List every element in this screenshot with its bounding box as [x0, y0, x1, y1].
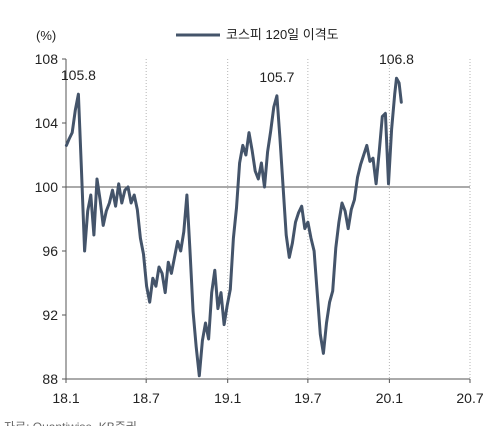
x-tick-label: 19.1: [214, 390, 241, 406]
x-tick-label: 18.1: [52, 390, 79, 406]
grid-layer: [145, 59, 471, 379]
y-tick-label: 100: [35, 179, 59, 195]
peak-annotation: 105.7: [259, 69, 294, 85]
source-note: 자료: Quantiwise, KB증권: [4, 420, 137, 426]
text-layer: 88 92 96 100 104 108 18.1 18.7 19.1 19.7 20.1 20.7 (…: [4, 27, 484, 431]
y-tick-label: 92: [42, 307, 58, 323]
y-tick-label: 104: [35, 115, 59, 131]
y-tick-label: 96: [42, 243, 58, 259]
series-line: [64, 76, 403, 378]
x-tick-label: 20.7: [456, 390, 483, 406]
y-unit-label: (%): [36, 28, 56, 43]
x-tick-label: 18.7: [133, 390, 160, 406]
series-layer: [64, 76, 403, 378]
x-tick-label: 20.1: [376, 390, 403, 406]
peak-annotation: 106.8: [379, 51, 414, 67]
legend-label: 코스피 120일 이격도: [226, 27, 339, 42]
peak-annotation: 105.8: [61, 67, 96, 83]
y-tick-label: 108: [35, 51, 59, 67]
axes-layer: [62, 58, 471, 383]
y-tick-label: 88: [42, 371, 58, 387]
x-tick-label: 19.7: [294, 390, 321, 406]
